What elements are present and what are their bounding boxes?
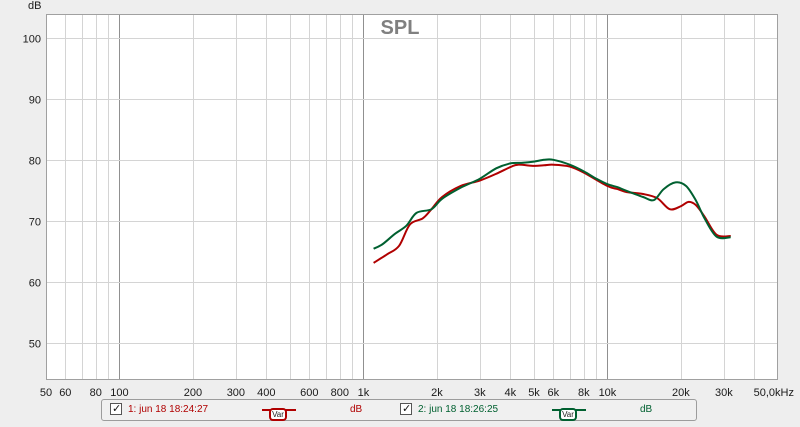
var-button-2[interactable]: Var <box>559 408 577 421</box>
x-tick-label: 30k <box>715 387 733 399</box>
x-tick-label: 2k <box>431 387 443 399</box>
y-tick-label: 70 <box>29 216 41 228</box>
y-tick-label: 90 <box>29 94 41 106</box>
x-tick-label: 60 <box>59 387 71 399</box>
legend: 1: jun 18 18:24:27 Var dB 2: jun 18 18:2… <box>101 399 697 421</box>
x-tick-label: 1k <box>358 387 370 399</box>
plot-border <box>46 14 778 380</box>
y-axis-label: dB <box>28 0 41 12</box>
x-tick-label: 4k <box>505 387 517 399</box>
x-tick-label: 8k <box>578 387 590 399</box>
legend-label-2: 2: jun 18 18:26:25 <box>418 404 499 415</box>
x-tick-label: 300 <box>227 387 245 399</box>
legend-label-1: 1: jun 18 18:24:27 <box>128 404 209 415</box>
y-tick-label: 60 <box>29 277 41 289</box>
series-group <box>373 158 731 264</box>
x-tick-label: 20k <box>672 387 690 399</box>
x-tick-label: 10k <box>599 387 617 399</box>
x-tick-label: 80 <box>90 387 102 399</box>
legend-checkbox-1[interactable] <box>110 402 122 415</box>
x-tick-label: 400 <box>257 387 275 399</box>
legend-unit-1: dB <box>350 404 363 415</box>
x-tick-label: 6k <box>548 387 560 399</box>
x-tick-label: 50 <box>40 387 52 399</box>
legend-checkbox-2[interactable] <box>400 402 412 415</box>
series-line-1 <box>373 163 731 264</box>
legend-line-1: Var <box>262 408 296 421</box>
chart-title: SPL <box>381 17 420 39</box>
series-line-2 <box>373 158 731 250</box>
legend-line-2: Var <box>552 408 586 421</box>
spl-chart: 100 90 80 70 60 50 50 60 80 100 200 300 400 600 800 1k… <box>23 0 794 399</box>
y-tick-label: 100 <box>23 33 41 45</box>
x-axis-ticks: 50 60 80 100 200 300 400 600 800 1k 2k 3k 4k 5k 6k 8k 10… <box>40 387 794 399</box>
x-tick-label: 3k <box>474 387 486 399</box>
legend-unit-2: dB <box>640 404 653 415</box>
y-tick-label: 50 <box>29 338 41 350</box>
plot-area <box>46 14 778 380</box>
y-tick-label: 80 <box>29 155 41 167</box>
x-tick-label: 100 <box>110 387 128 399</box>
var-button-1[interactable]: Var <box>269 408 287 421</box>
grid <box>46 14 778 380</box>
x-tick-label: 800 <box>331 387 349 399</box>
x-tick-label: 600 <box>300 387 318 399</box>
y-axis-ticks: 100 90 80 70 60 50 <box>23 33 41 350</box>
x-tick-label: 200 <box>184 387 202 399</box>
x-tick-label: 5k <box>528 387 540 399</box>
x-tick-label: 50,0kHz <box>754 387 794 399</box>
